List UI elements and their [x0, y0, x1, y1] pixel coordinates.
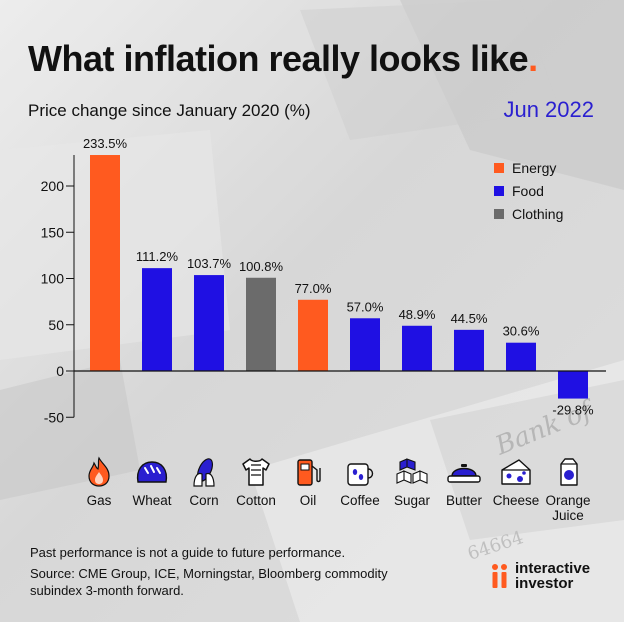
logo-line-2: investor [515, 575, 574, 592]
chart-title: What inflation really looks like. [28, 38, 538, 79]
value-label-sugar: 48.9% [399, 307, 436, 322]
y-tick-label-150: 150 [41, 224, 65, 240]
corn-icon [193, 458, 215, 487]
icon-cell-butter: Butter [437, 456, 491, 508]
y-tick-label-200: 200 [41, 178, 65, 194]
icon-cell-wheat: Wheat [125, 456, 179, 508]
legend-swatch-clothing [494, 208, 504, 219]
value-label-orange-juice: -29.8% [552, 403, 594, 418]
source-note: Source: CME Group, ICE, Morningstar, Blo… [30, 566, 388, 598]
icon-label-coffee: Coffee [340, 493, 380, 508]
legend-item-food: Food [494, 179, 563, 202]
bar-gas [90, 155, 120, 371]
cheese-icon [501, 459, 531, 485]
icon-label-wheat: Wheat [132, 493, 172, 508]
icon-label-sugar: Sugar [393, 493, 431, 508]
coffee-mug-icon [347, 463, 374, 486]
legend-item-energy: Energy [494, 156, 563, 179]
icon-cell-corn: Corn [177, 456, 231, 508]
interactive-investor-logo-icon [492, 564, 507, 588]
tshirt-icon [242, 458, 270, 486]
icon-label-gas: Gas [86, 493, 112, 508]
bar-cotton [246, 277, 276, 371]
icon-label-orange-juice: Orange Juice [545, 493, 591, 523]
y-tick-label-0: 0 [56, 363, 64, 379]
bread-icon [136, 461, 168, 483]
disclaimer: Past performance is not a guide to futur… [30, 545, 346, 560]
bar-oil [298, 299, 328, 371]
bar-wheat [142, 268, 172, 371]
bar-coffee [350, 318, 380, 371]
title-accent-dot: . [528, 38, 538, 79]
y-tick-label-100: 100 [41, 271, 65, 287]
legend-swatch-food [494, 185, 504, 196]
bar-orange-juice [558, 371, 588, 399]
bar-corn [194, 275, 224, 371]
bar-sugar [402, 325, 432, 371]
value-label-wheat: 111.2% [136, 249, 179, 264]
icon-cell-gas: Gas [72, 456, 126, 508]
value-label-corn: 103.7% [187, 256, 232, 271]
icon-label-butter: Butter [445, 493, 483, 508]
icon-cell-coffee: Coffee [333, 456, 387, 508]
value-label-cheese: 30.6% [503, 324, 540, 339]
legend-item-clothing: Clothing [494, 202, 563, 225]
y-tick-label--50: -50 [44, 409, 64, 425]
value-label-oil: 77.0% [295, 281, 332, 296]
value-label-gas: 233.5% [83, 136, 128, 151]
juice-carton-icon [560, 458, 578, 486]
value-label-coffee: 57.0% [347, 299, 384, 314]
logo-line-1: interactive [515, 560, 591, 577]
bar-cheese [506, 342, 536, 371]
icon-label-corn: Corn [189, 493, 219, 508]
legend-label-energy: Energy [512, 159, 557, 176]
icon-cell-cotton: Cotton [229, 456, 283, 508]
chart-legend: Energy Food Clothing [494, 156, 563, 225]
icon-label-cotton: Cotton [236, 493, 276, 508]
brand-logo: interactive investor [491, 561, 590, 591]
butter-dish-icon [447, 464, 481, 483]
icon-cell-cheese: Cheese [489, 456, 543, 508]
y-tick-label-50: 50 [48, 317, 64, 333]
sugar-cubes-icon [396, 458, 428, 484]
icon-cell-oil: Oil [281, 456, 335, 508]
bar-butter [454, 329, 484, 371]
icon-cell-sugar: Sugar [385, 456, 439, 508]
legend-swatch-energy [494, 162, 504, 173]
chart-subtitle: Price change since January 2020 (%) [28, 101, 311, 120]
legend-label-food: Food [512, 182, 544, 199]
logo-text: interactive investor [515, 561, 590, 591]
flame-icon [88, 456, 110, 487]
date-label: Jun 2022 [503, 97, 594, 122]
legend-label-clothing: Clothing [512, 205, 564, 222]
icon-label-cheese: Cheese [492, 493, 540, 508]
icon-cell-orange-juice: Orange Juice [541, 456, 595, 523]
value-label-butter: 44.5% [451, 311, 488, 326]
value-label-cotton: 100.8% [239, 259, 284, 274]
icon-label-oil: Oil [299, 493, 317, 508]
fuel-pump-icon [297, 459, 321, 486]
